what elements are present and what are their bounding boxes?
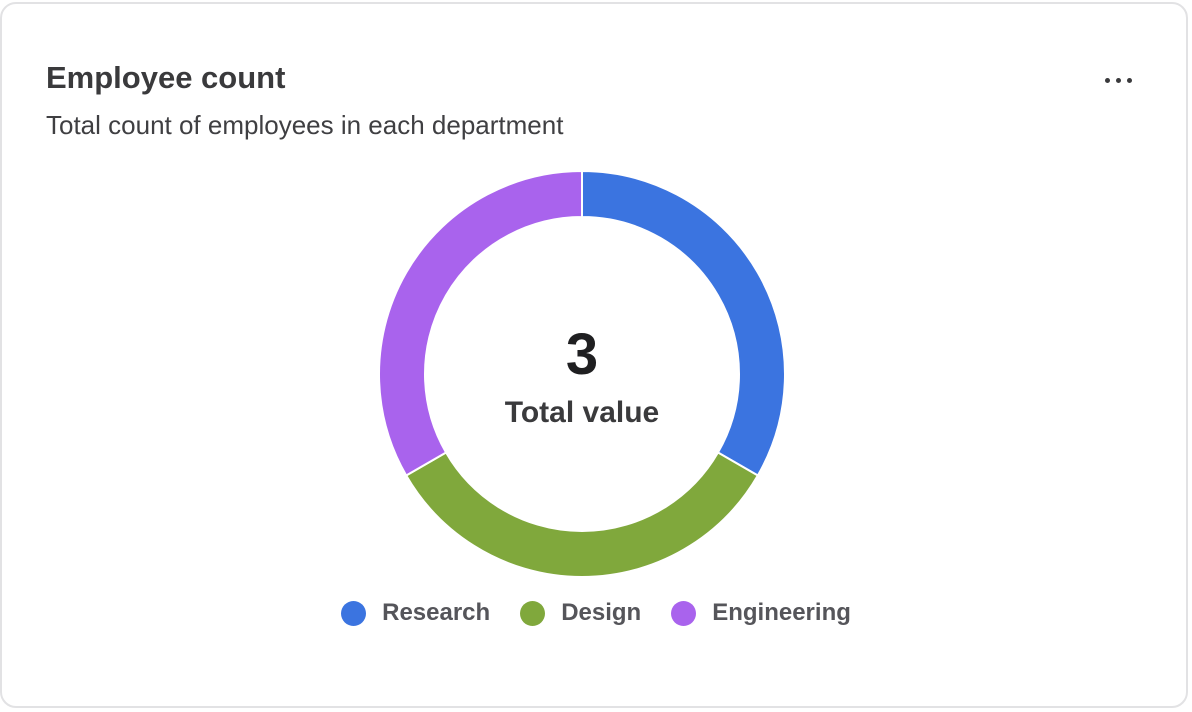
more-horizontal-icon <box>1104 77 1110 83</box>
more-horizontal-icon-dot <box>1126 77 1132 83</box>
card-subtitle: Total count of employees in each departm… <box>46 110 564 140</box>
more-options-button[interactable] <box>1092 64 1144 96</box>
donut-slices <box>378 169 786 578</box>
legend-item-research[interactable]: Research <box>341 598 490 628</box>
card-title: Employee count <box>46 60 286 95</box>
legend-label: Engineering <box>712 599 851 626</box>
chart-legend: Research Design Engineering <box>0 594 1188 632</box>
donut-slice-research[interactable] <box>581 169 786 477</box>
center-total-label: Total value <box>505 396 659 429</box>
more-horizontal-icon-dot <box>1115 77 1121 83</box>
legend-swatch <box>671 600 697 626</box>
donut-slice-engineering[interactable] <box>378 169 583 477</box>
legend-swatch <box>520 600 546 626</box>
center-total-value: 3 <box>566 322 598 387</box>
legend-item-engineering[interactable]: Engineering <box>671 598 851 628</box>
legend-item-design[interactable]: Design <box>520 598 641 628</box>
legend-label: Research <box>382 599 491 626</box>
legend-label: Design <box>561 599 642 626</box>
legend-swatch <box>341 600 367 626</box>
donut-slice-design[interactable] <box>404 451 760 578</box>
